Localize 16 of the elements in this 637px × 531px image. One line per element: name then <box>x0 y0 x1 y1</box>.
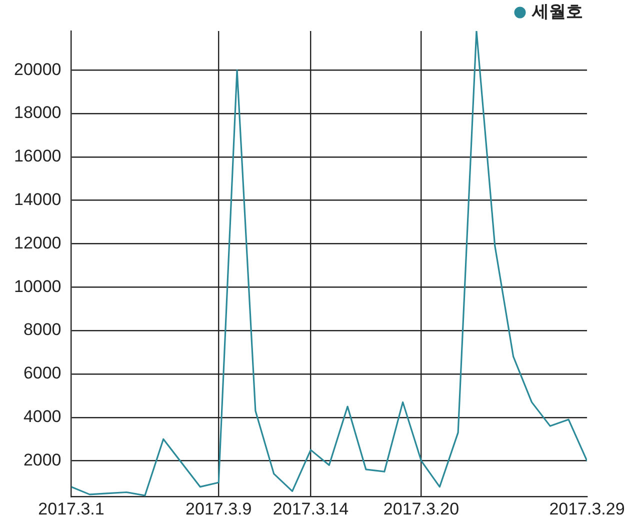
y-tick-label: 10000 <box>14 276 62 296</box>
y-tick-label: 14000 <box>14 190 62 209</box>
y-tick-label: 16000 <box>14 146 62 166</box>
y-tick-label: 20000 <box>14 60 62 79</box>
y-tick-label: 12000 <box>14 233 62 252</box>
y-tick-label: 6000 <box>23 364 62 383</box>
y-tick-label: 8000 <box>23 320 62 340</box>
y-tick-label: 2000 <box>23 450 62 470</box>
x-tick-label: 2017.3.1 <box>38 499 104 518</box>
y-tick-label: 4000 <box>23 407 62 426</box>
x-tick-label: 2017.3.9 <box>186 499 252 518</box>
legend-label: 세월호 <box>531 2 583 22</box>
x-tick-label: 2017.3.29 <box>549 499 625 518</box>
x-tick-label: 2017.3.20 <box>383 499 460 518</box>
y-tick-label: 18000 <box>14 103 62 122</box>
x-tick-label: 2017.3.14 <box>272 499 349 518</box>
